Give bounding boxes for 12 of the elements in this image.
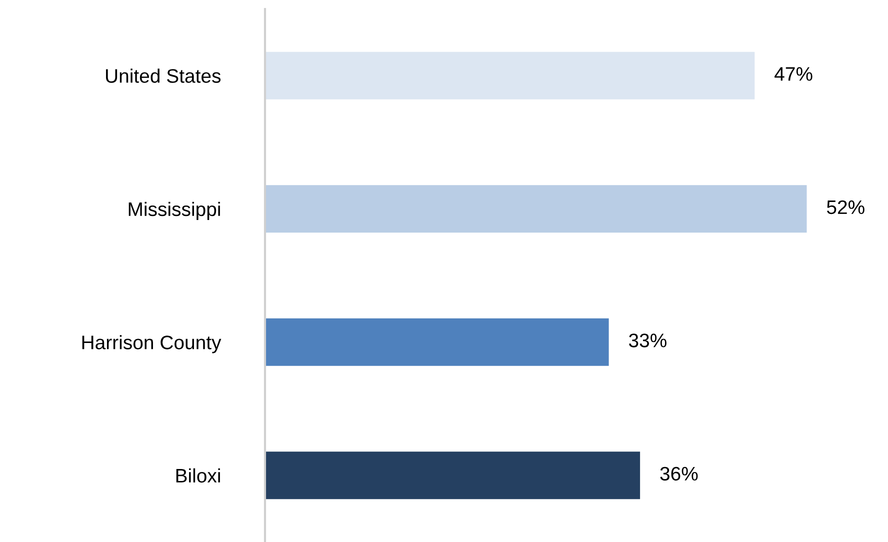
y-tick-label: Biloxi (176, 468, 220, 483)
data-label: 47% (774, 67, 812, 81)
bar (265, 318, 609, 366)
data-label: 33% (628, 334, 666, 348)
bar (265, 52, 755, 100)
data-label: 52% (826, 200, 864, 214)
bar (265, 185, 807, 233)
y-tick-label: United States (106, 68, 221, 83)
y-tick-label: Harrison County (82, 335, 222, 354)
y-tick-label: Mississippi (128, 202, 220, 220)
bar (265, 452, 640, 500)
data-label: 36% (660, 466, 698, 481)
